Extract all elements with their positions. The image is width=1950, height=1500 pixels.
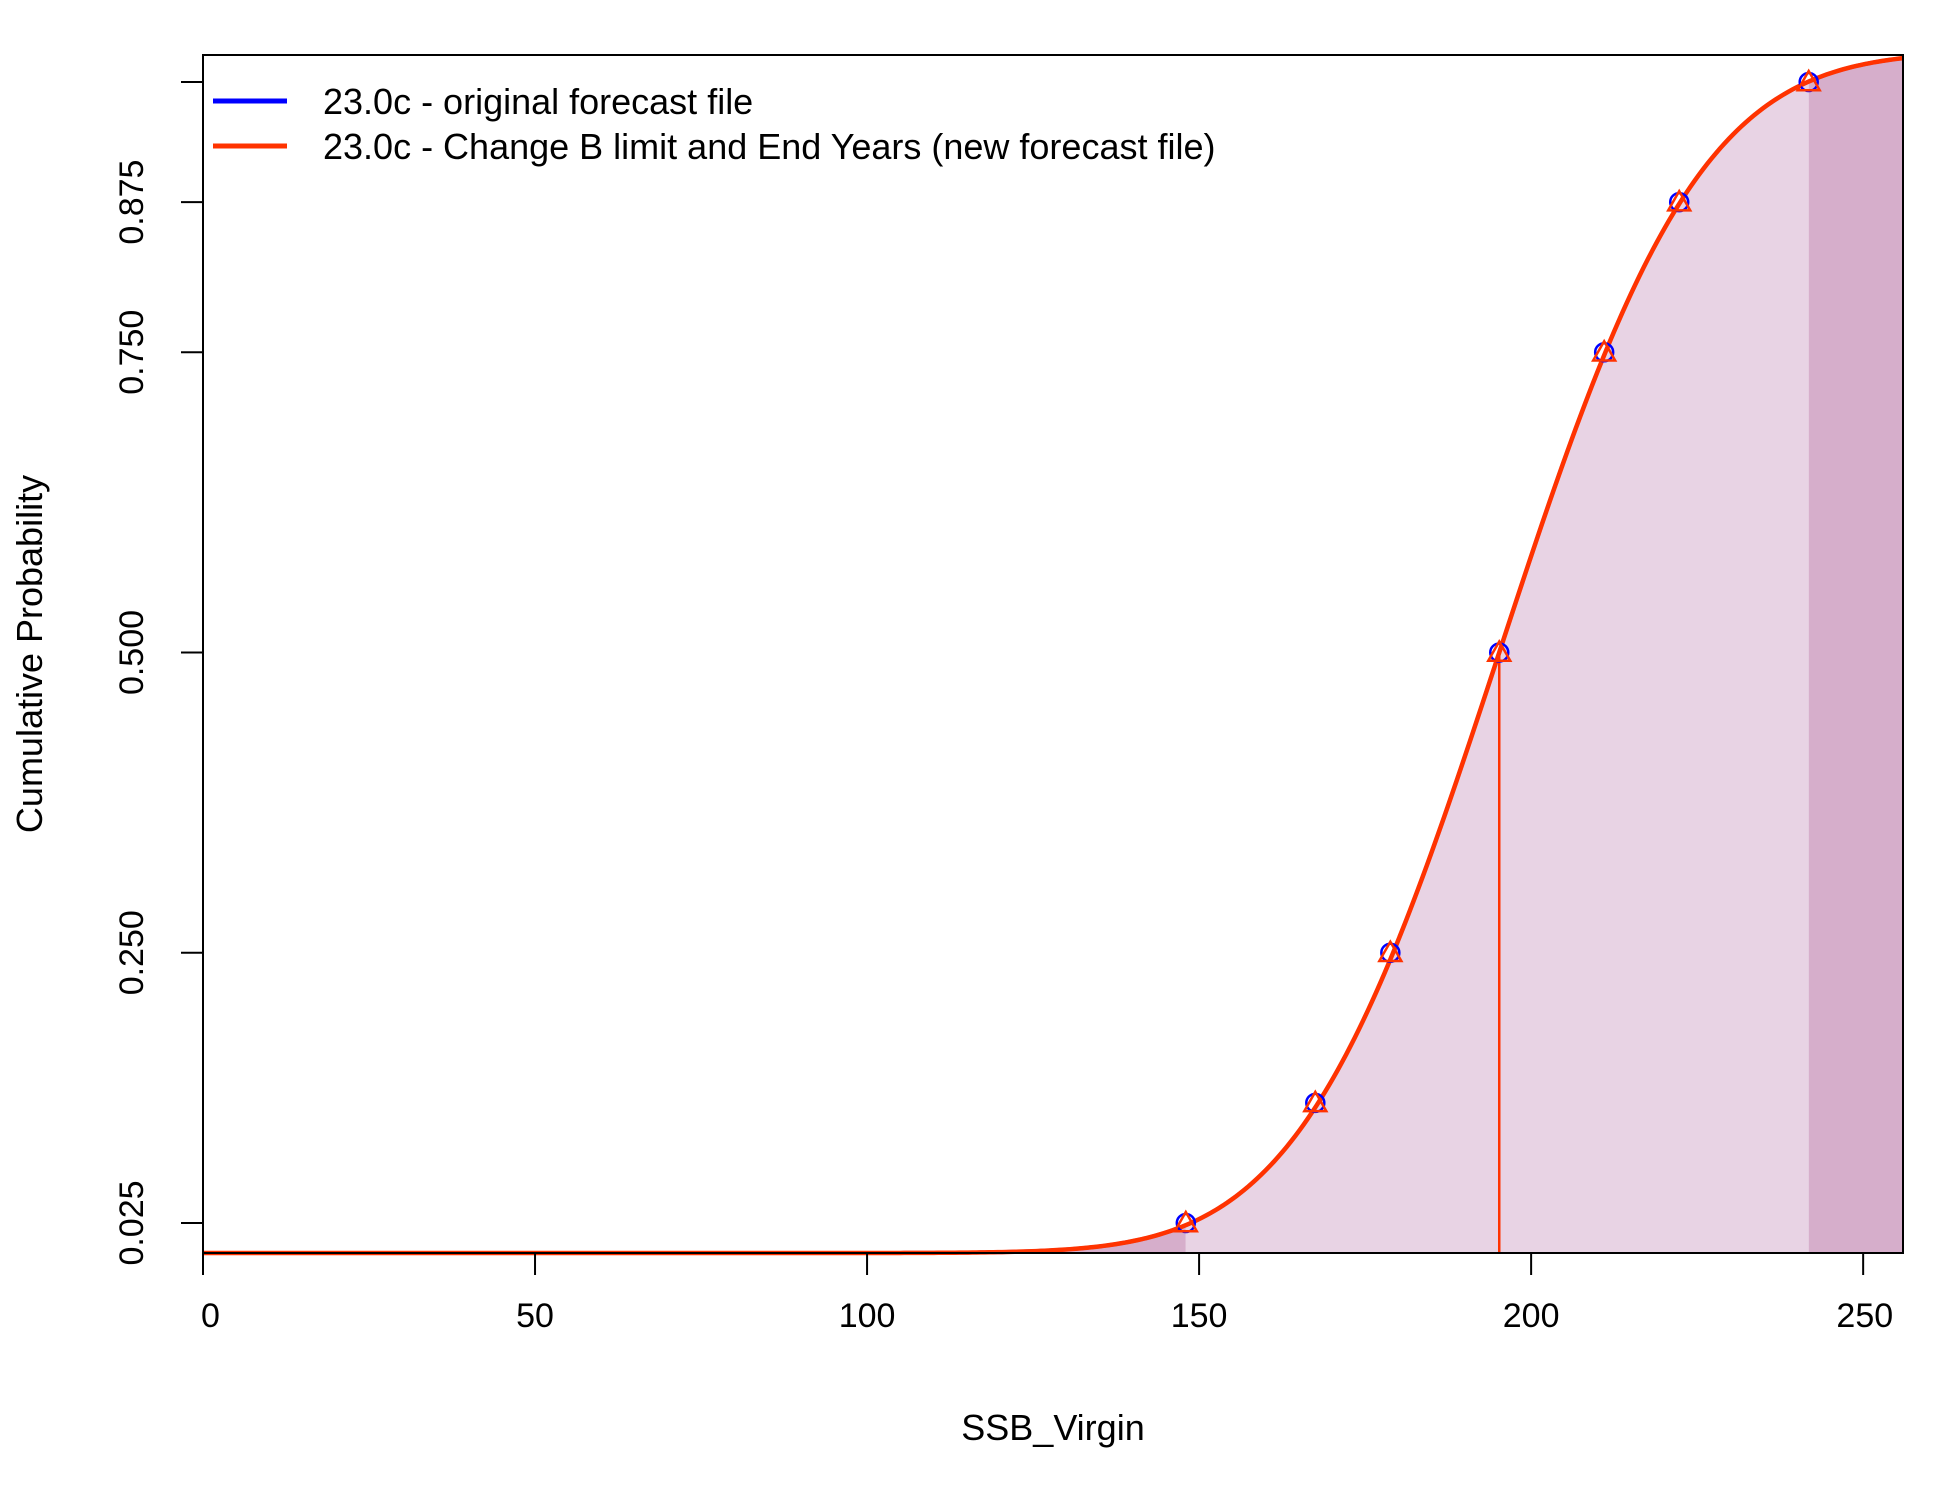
x-tick-label: 100 — [839, 1297, 896, 1335]
y-axis: 0.025 0.250 0.500 0.750 0.875 — [113, 81, 203, 1266]
x-axis-title: SSB_Virgin — [961, 1407, 1144, 1448]
x-tick-label: 50 — [516, 1297, 554, 1335]
series-2-point — [1591, 338, 1618, 362]
legend: 23.0c - original forecast file 23.0c - C… — [213, 81, 1215, 167]
shaded-region-2 — [1185, 81, 1809, 1253]
series-2-point — [1795, 68, 1822, 92]
legend-label-new: 23.0c - Change B limit and End Years (ne… — [323, 126, 1215, 167]
series-2-point — [1666, 188, 1693, 212]
shaded-region-1 — [203, 1225, 1186, 1253]
series-2-point — [1302, 1089, 1329, 1113]
shaded-region-3 — [1808, 58, 1903, 1253]
plot-frame — [202, 54, 1904, 1254]
x-tick-label: 150 — [1171, 1297, 1228, 1335]
x-tick-label: 200 — [1503, 1297, 1560, 1335]
series-2-point — [1486, 638, 1513, 662]
x-axis: 0 50 100 150 200 250 — [201, 1253, 1893, 1335]
x-tick-label: 250 — [1836, 1297, 1893, 1335]
y-tick-label: 0.875 — [113, 160, 151, 245]
series-2-point — [1172, 1209, 1199, 1233]
series-2-point — [1377, 939, 1404, 963]
y-tick-label: 0.500 — [113, 610, 151, 695]
y-axis-title: Cumulative Probability — [9, 475, 50, 833]
x-tick-label: 0 — [201, 1297, 220, 1335]
y-tick-label: 0.025 — [113, 1180, 151, 1265]
y-tick-label: 0.250 — [113, 910, 151, 995]
legend-label-original: 23.0c - original forecast file — [323, 81, 753, 122]
probability-shading — [203, 58, 1903, 1253]
y-tick-label: 0.750 — [113, 310, 151, 395]
quantile-markers — [1172, 68, 1822, 1234]
